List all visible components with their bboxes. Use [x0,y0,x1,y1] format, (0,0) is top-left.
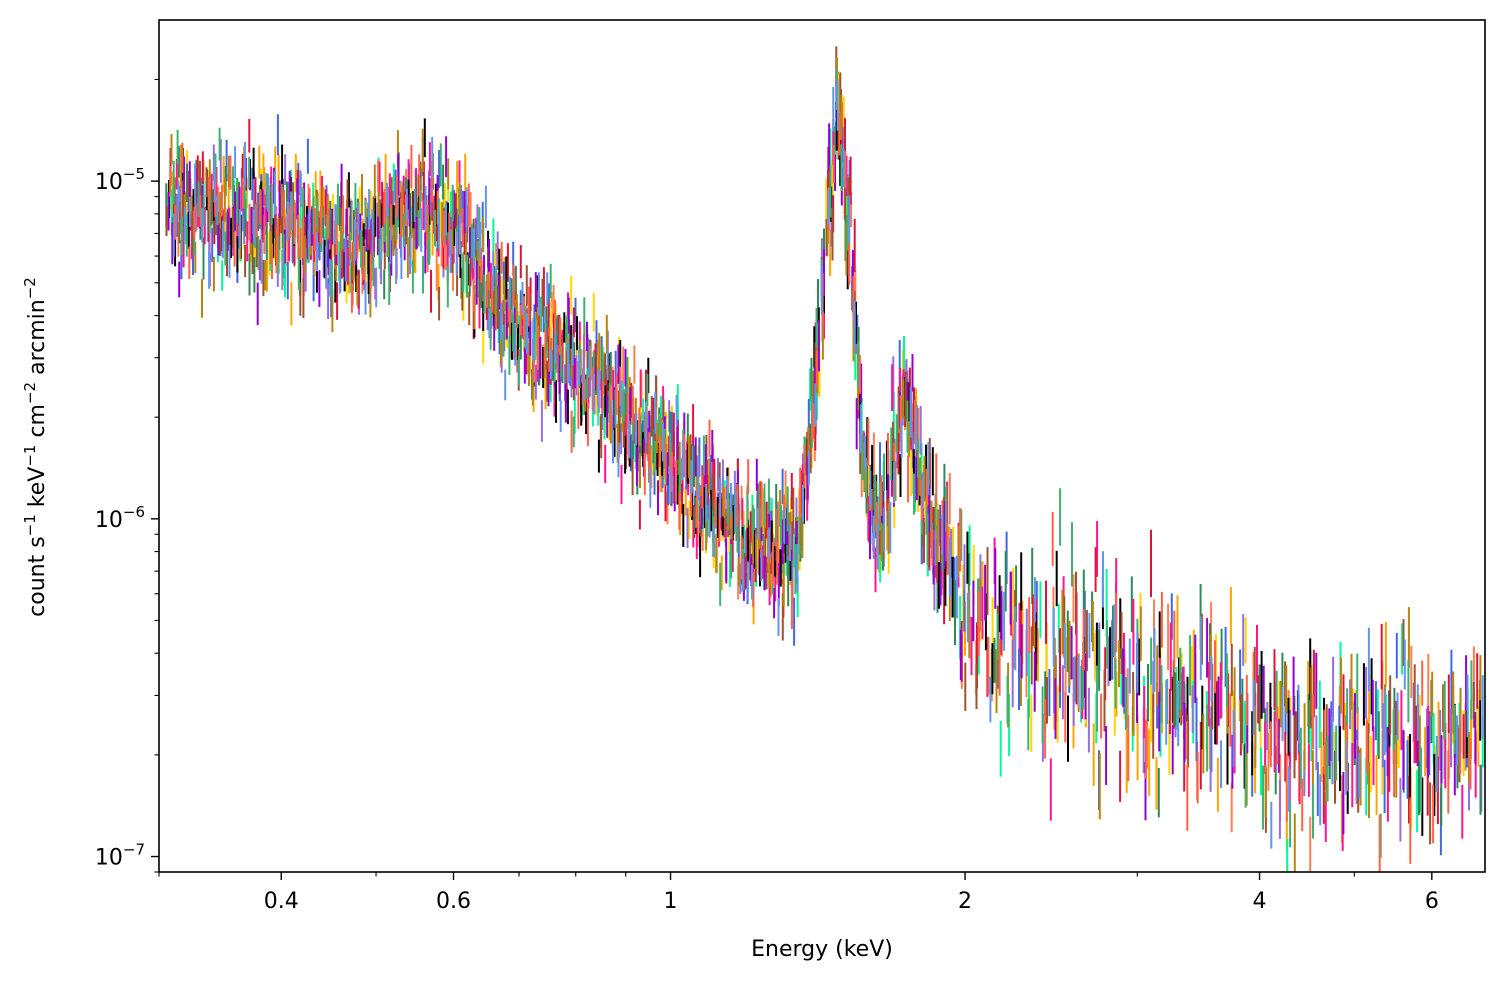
y-axis-label: count s−1 keV−1 cm−2 arcmin−2 [21,277,50,617]
x-tick-label: 4 [1253,889,1267,914]
x-axis-label: Energy (keV) [751,937,893,962]
x-tick-label: 6 [1425,889,1439,914]
x-tick-label: 0.6 [436,889,471,914]
y-tick-label: 10−5 [95,165,145,195]
x-tick-label: 2 [958,889,972,914]
x-tick-label: 1 [664,889,678,914]
y-tick-label: 10−6 [95,503,145,533]
y-axis: 10−5 10−6 10−7 [95,78,159,873]
plot-frame [158,19,1486,873]
x-tick-label: 0.4 [264,889,299,914]
y-tick-label: 10−7 [95,841,145,871]
x-axis: 0.4 0.6 1 2 4 6 [158,872,1439,914]
error-bars [165,46,1484,872]
